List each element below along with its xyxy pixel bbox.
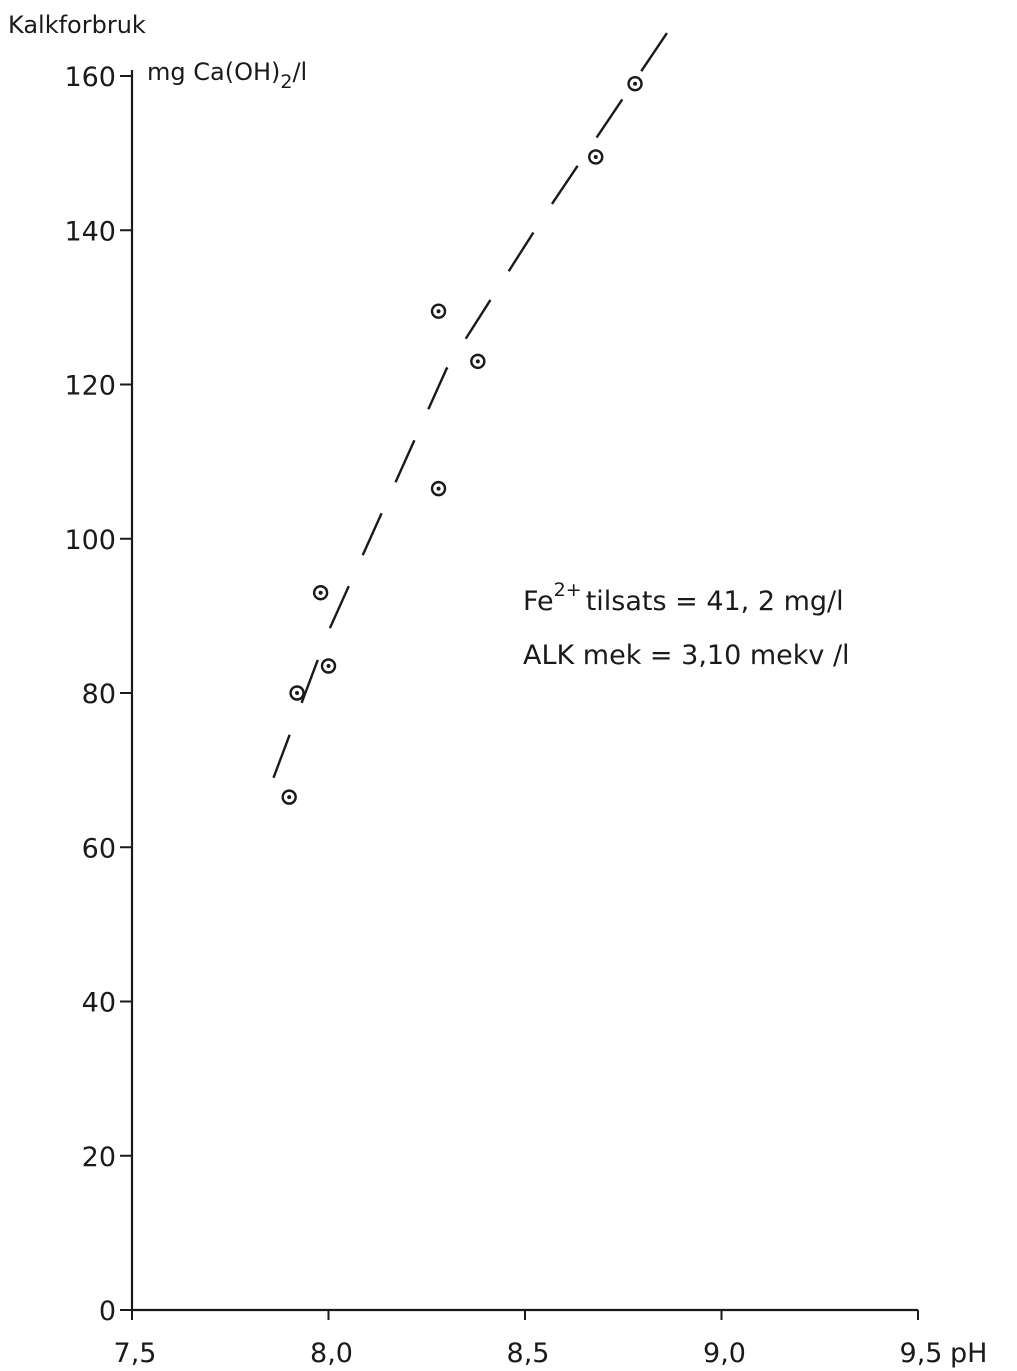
y-unit-subscript: 2 — [280, 71, 292, 93]
data-point — [430, 303, 447, 319]
annotation-alkalinity: ALK mek = 3,10 mekv /l — [523, 640, 850, 671]
data-point-center — [593, 154, 598, 159]
y-tick-label: 160 — [64, 62, 116, 93]
data-point-center — [287, 795, 292, 800]
y-tick-label: 140 — [64, 216, 116, 247]
y-unit-prefix: mg Ca(OH) — [147, 58, 280, 86]
data-point-center — [436, 309, 441, 314]
data-point — [470, 353, 486, 370]
data-point — [320, 658, 337, 674]
data-point — [281, 789, 297, 805]
y-tick-label: 40 — [82, 988, 116, 1019]
data-point-center — [475, 359, 480, 364]
x-tick-label: 8,5 — [507, 1338, 550, 1369]
x-tick-label: 8,0 — [310, 1338, 353, 1369]
dashed-trend-line — [272, 21, 676, 779]
y-tick-label: 60 — [82, 833, 116, 864]
data-point-center — [318, 590, 323, 595]
y-tick-label: 0 — [99, 1296, 116, 1327]
y-tick-label: 20 — [82, 1142, 116, 1173]
data-point — [430, 480, 447, 497]
data-point — [312, 585, 329, 601]
y-tick-label: 80 — [82, 679, 116, 710]
y-axis-title: Kalkforbruk — [8, 11, 146, 39]
x-ticks: 7,5 8,0 8,5 9,0 9,5 — [114, 1310, 943, 1369]
y-tick-label: 100 — [64, 525, 116, 556]
y-axis-unit: mg Ca(OH)2/l — [147, 58, 307, 93]
data-point-center — [326, 664, 331, 669]
data-point — [289, 685, 305, 701]
data-points — [281, 76, 643, 805]
x-axis-title: pH — [950, 1338, 987, 1369]
x-tick-label: 9,5 — [900, 1338, 943, 1369]
y-unit-suffix: /l — [292, 58, 307, 86]
annotation-fe-superscript: 2+ — [554, 579, 582, 601]
y-tick-label: 120 — [64, 371, 116, 402]
y-ticks: 0 20 40 60 80 100 120 140 160 — [64, 62, 132, 1327]
data-point-center — [436, 486, 441, 491]
data-point — [588, 149, 604, 165]
annotation-fe-addition: Fe2+ tilsats = 41, 2 mg/l — [523, 579, 844, 617]
x-tick-label: 9,0 — [703, 1338, 746, 1369]
annotation-fe-rest: tilsats = 41, 2 mg/l — [586, 586, 844, 617]
data-point — [627, 76, 643, 92]
data-point-center — [633, 81, 638, 86]
annotation-fe-prefix: Fe — [523, 586, 554, 617]
x-tick-label: 7,5 — [114, 1338, 157, 1369]
data-point-center — [295, 691, 300, 695]
